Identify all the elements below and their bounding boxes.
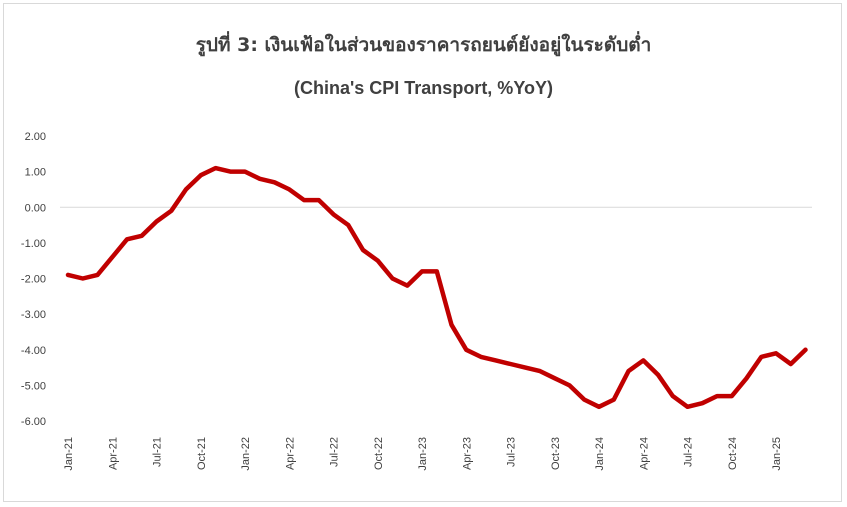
x-tick-label: Jul-24 xyxy=(683,437,695,467)
x-tick-label: Jan-21 xyxy=(63,437,75,471)
x-tick-label: Apr-24 xyxy=(638,437,650,470)
chart-title: รูปที่ 3: เงินเฟ้อในส่วนของราคารถยนต์ยัง… xyxy=(195,34,652,56)
x-tick-label: Jul-22 xyxy=(329,437,341,467)
chart-subtitle: (China's CPI Transport, %YoY) xyxy=(294,78,553,98)
y-tick-label: 2.00 xyxy=(25,131,46,143)
y-tick-label: -4.00 xyxy=(21,345,46,357)
chart-frame xyxy=(3,3,842,502)
y-tick-label: -1.00 xyxy=(21,238,46,250)
x-tick-label: Jul-21 xyxy=(152,437,164,467)
series-line-cpi-transport xyxy=(65,165,808,410)
y-axis: 2.00 1.00 0.00 -1.00 -2.00 -3.00 -4.00 -5.00 -6.… xyxy=(21,131,46,428)
y-tick-label: -6.00 xyxy=(21,416,46,428)
x-tick-label: Apr-22 xyxy=(284,437,296,470)
x-tick-label: Apr-21 xyxy=(107,437,119,470)
x-axis: Jan-21 Apr-21 Jul-21 Oct-21 Jan-22 Apr-22 Jul-… xyxy=(63,437,783,471)
y-tick-label: 1.00 xyxy=(25,167,46,179)
x-tick-label: Jul-23 xyxy=(506,437,518,467)
x-tick-label: Jan-24 xyxy=(594,437,606,471)
y-tick-label: 0.00 xyxy=(25,202,46,214)
x-tick-label: Jan-22 xyxy=(240,437,252,471)
x-tick-label: Jan-25 xyxy=(771,437,783,471)
x-tick-label: Oct-24 xyxy=(727,437,739,470)
x-tick-label: Oct-23 xyxy=(550,437,562,470)
y-tick-label: -2.00 xyxy=(21,274,46,286)
y-tick-label: -3.00 xyxy=(21,309,46,321)
x-tick-label: Apr-23 xyxy=(461,437,473,470)
x-tick-label: Oct-21 xyxy=(196,437,208,470)
x-tick-label: Oct-22 xyxy=(373,437,385,470)
y-tick-label: -5.00 xyxy=(21,380,46,392)
x-tick-label: Jan-23 xyxy=(417,437,429,471)
